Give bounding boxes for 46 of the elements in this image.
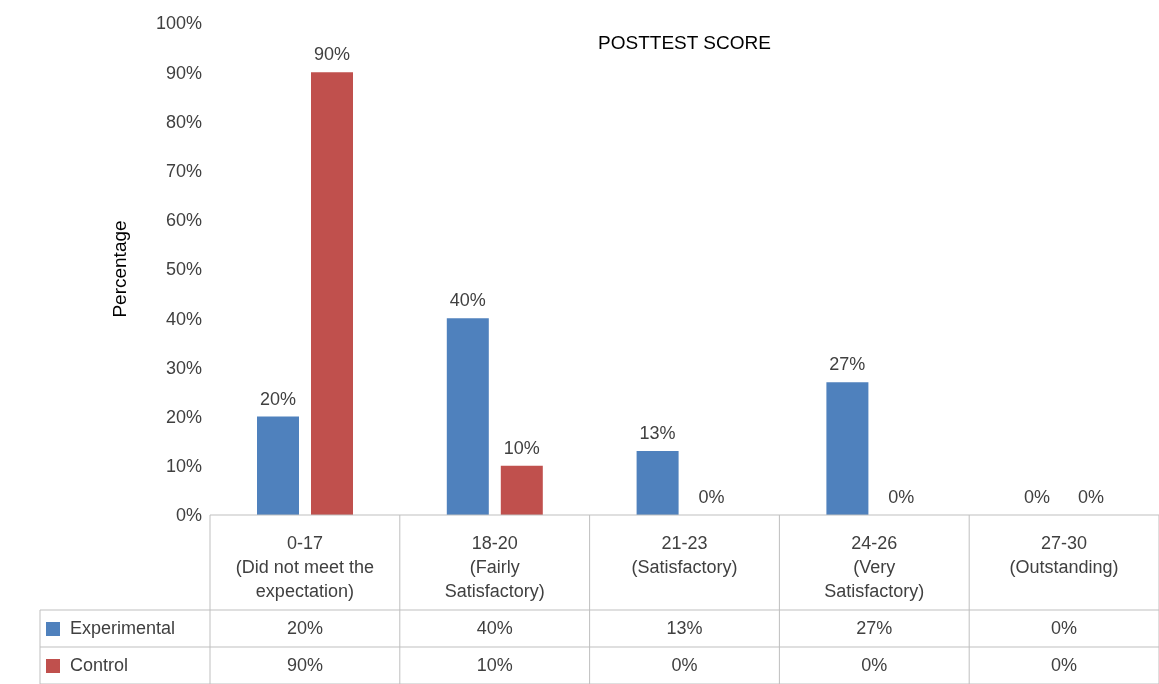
bar (826, 382, 869, 515)
data-label: 40% (475, 617, 514, 640)
text: 0% (1078, 487, 1105, 507)
text: 40% (449, 290, 486, 311)
data-label: 0% (860, 654, 889, 677)
y-tick-label: 50% (165, 259, 202, 280)
bar (311, 72, 353, 515)
text: 13% (639, 423, 676, 444)
x-tick-label: 0-17 (Did not meet the expectation) (235, 533, 374, 601)
x-tick-label: 24-26 (Very Satisfactory) (824, 533, 925, 601)
data-label: 0% (1050, 617, 1079, 640)
x-tick-label: 18-20 (Fairly Satisfactory) (444, 533, 545, 601)
y-tick-label: 100% (155, 13, 202, 34)
y-tick-label: 10% (165, 456, 202, 477)
text: 90% (313, 44, 350, 65)
legend-label: Experimental (70, 618, 176, 639)
text: 0% (1024, 487, 1051, 507)
bar (500, 465, 543, 515)
y-tick-label: 90% (165, 62, 202, 83)
y-tick-label: 40% (165, 308, 202, 329)
bar (446, 318, 489, 515)
data-label: 90% (285, 654, 324, 677)
data-label: 20% (285, 617, 324, 640)
data-label: 10% (475, 654, 514, 677)
text: 10% (503, 437, 540, 458)
text: POSTTEST SCORE (598, 32, 771, 53)
text: 0% (888, 487, 915, 507)
y-tick-label: 30% (165, 357, 202, 378)
bar (636, 451, 679, 515)
y-tick-label: 70% (165, 160, 202, 181)
y-tick-label: 0% (175, 505, 202, 526)
text: 0% (698, 487, 725, 507)
x-tick-label: 21-23 (Satisfactory) (631, 533, 738, 577)
y-tick-label: 80% (165, 111, 202, 132)
bar (257, 416, 299, 515)
y-tick-label: 60% (165, 210, 202, 231)
data-label: 0% (1050, 654, 1079, 677)
text: 20% (259, 388, 296, 409)
x-tick-label: 27-30 (Outstanding) (1009, 533, 1119, 577)
data-label: 27% (855, 617, 894, 640)
data-label: 13% (665, 617, 704, 640)
y-axis-title: Percentage (109, 220, 131, 318)
data-label: 0% (670, 654, 699, 677)
legend-label: Control (70, 655, 129, 676)
text: 27% (829, 354, 866, 375)
y-tick-label: 20% (165, 406, 202, 427)
